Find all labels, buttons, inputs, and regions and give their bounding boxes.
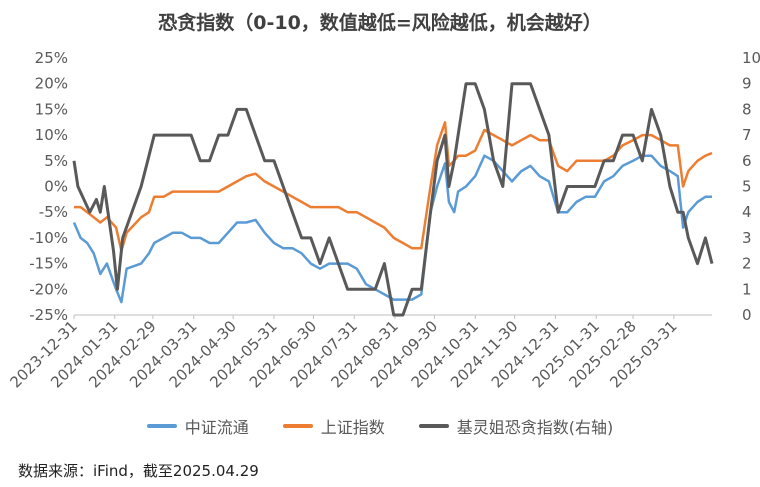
left-axis-tick-label: 10% [35,126,68,144]
series-line-3 [72,82,714,317]
series-line-2 [74,121,713,253]
right-axis-tick-label: 0 [742,306,752,324]
right-axis-tick-label: 2 [742,255,752,273]
left-axis-tick-label: 25% [35,49,68,67]
right-axis-tick-label: 9 [742,75,752,93]
legend-item-series-1: 中证流通 [146,414,249,438]
legend-swatch-series-2 [282,424,313,428]
right-axis-tick-label: 6 [742,152,752,170]
left-axis-tick-label: 15% [35,100,68,118]
left-axis-tick-label: -15% [29,255,68,273]
right-axis-tick-label: 5 [742,178,752,196]
legend-item-series-3: 基灵姐恐贪指数(右轴) [418,414,614,438]
source-note: 数据来源：iFind，截至2025.04.29 [18,462,259,480]
left-axis-tick-label: 5% [44,152,68,170]
legend-swatch-series-3 [418,424,449,428]
series-line-1 [72,154,712,304]
left-axis-tick-label: -25% [29,306,68,324]
right-axis-tick-label: 8 [742,100,752,118]
left-axis-tick-label: -5% [39,203,68,221]
left-axis-tick-label: -10% [29,229,68,247]
legend-label-series-2: 上证指数 [320,418,385,437]
legend-label-series-3: 基灵姐恐贪指数(右轴) [456,418,614,437]
legend-swatch-series-1 [146,424,177,428]
left-axis-tick-label: 20% [35,75,68,93]
left-axis-tick-label: -20% [29,280,68,298]
right-axis-tick-label: 4 [742,203,752,221]
right-axis-tick-label: 3 [742,229,752,247]
right-axis-tick-label: 1 [742,280,752,298]
legend-item-series-2: 上证指数 [282,414,385,438]
chart-legend: 中证流通 上证指数 基灵姐恐贪指数(右轴) [0,414,760,438]
chart-title: 恐贪指数（0-10，数值越低=风险越低，机会越好） [158,12,602,34]
right-axis-tick-label: 10 [742,49,760,67]
legend-label-series-1: 中证流通 [184,418,249,437]
left-axis-tick-label: 0% [44,178,68,196]
right-axis-tick-label: 7 [742,126,752,144]
